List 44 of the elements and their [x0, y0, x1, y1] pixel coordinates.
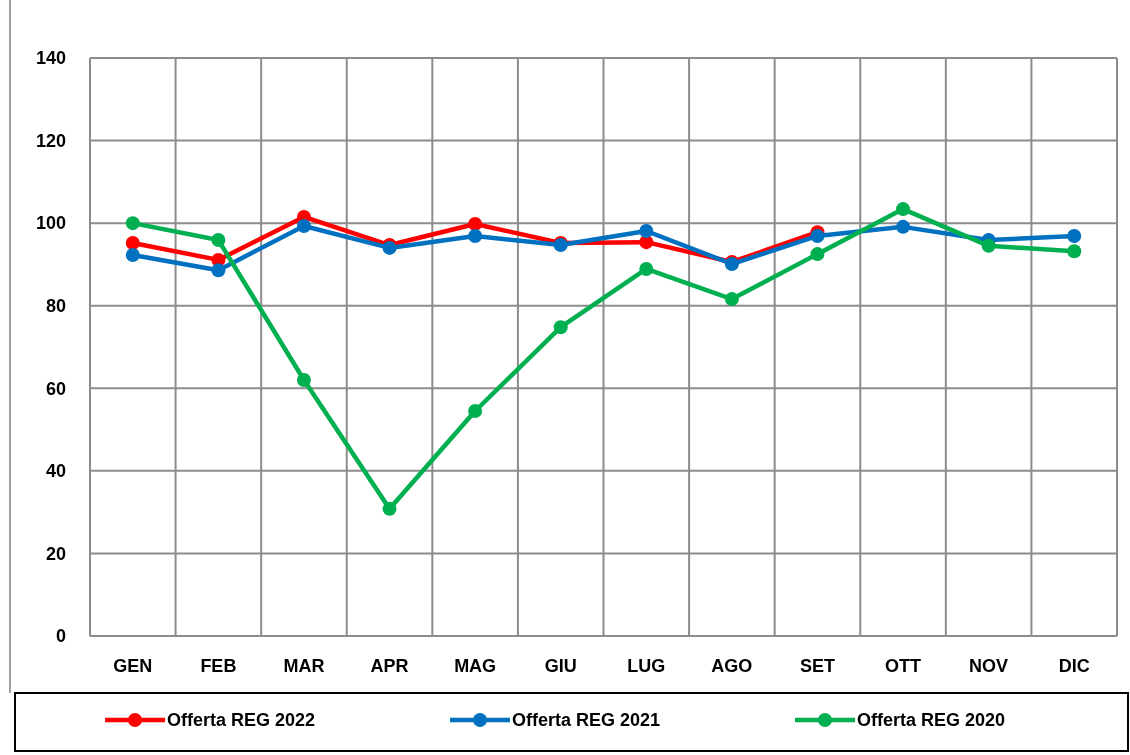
legend-label: Offerta REG 2021 [512, 710, 661, 731]
x-tick-label: LUG [627, 656, 666, 676]
y-tick-label: 80 [45, 296, 66, 317]
x-tick-label: APR [370, 656, 409, 676]
point [125, 216, 140, 231]
point [211, 263, 226, 278]
point [724, 292, 739, 307]
point [1067, 244, 1082, 259]
y-tick-label: 120 [35, 130, 66, 151]
y-tick-label: 40 [45, 461, 66, 482]
x-tick-label: DIC [1058, 656, 1090, 676]
legend-label: Offerta REG 2020 [857, 710, 1006, 731]
x-tick-label: GIU [544, 656, 577, 676]
x-tick-label: OTT [885, 656, 922, 676]
point [468, 228, 483, 243]
point [211, 233, 226, 248]
point [296, 373, 311, 388]
point [296, 219, 311, 234]
x-tick-label: NOV [969, 656, 1009, 676]
y-tick-label: 0 [55, 626, 66, 647]
y-tick-label: 20 [45, 543, 66, 564]
x-tick-label: MAG [454, 656, 497, 676]
point [639, 261, 654, 276]
point [125, 247, 140, 262]
point [896, 219, 911, 234]
x-tick-label: MAR [283, 656, 325, 676]
point [1067, 228, 1082, 243]
y-tick-label: 100 [35, 213, 66, 234]
point [981, 238, 996, 253]
point [125, 235, 140, 250]
point [639, 223, 654, 238]
point [553, 320, 568, 335]
x-tick-label: AGO [711, 656, 753, 676]
legend-label: Offerta REG 2022 [167, 710, 316, 731]
point [810, 247, 825, 262]
y-tick-label: 140 [35, 48, 66, 69]
x-tick-label: GEN [113, 656, 153, 676]
point [896, 202, 911, 217]
point [468, 403, 483, 418]
point [382, 501, 397, 516]
point [468, 216, 483, 231]
y-tick-label: 60 [45, 378, 66, 399]
x-tick-label: SET [799, 656, 835, 676]
x-tick-label: FEB [200, 656, 237, 676]
